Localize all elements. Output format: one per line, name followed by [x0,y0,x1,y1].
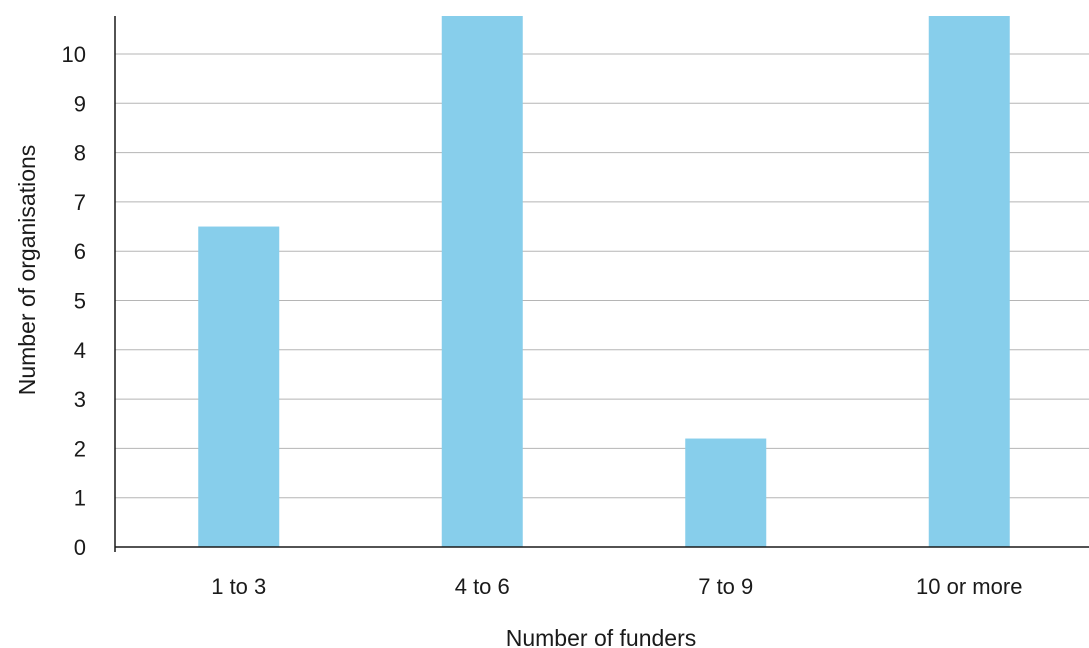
y-tick-label: 0 [74,535,86,560]
y-axis-title: Number of organisations [14,145,40,396]
y-tick-label: 3 [74,387,86,412]
y-tick-label: 1 [74,486,86,511]
y-tick-label: 8 [74,141,86,166]
y-tick-labels: 0 1 2 3 4 5 6 7 8 9 10 [62,42,86,560]
x-axis-title: Number of funders [506,625,696,648]
bar [928,16,1010,547]
y-tick-label: 2 [74,436,86,461]
bar [441,16,523,547]
axes [114,16,1089,552]
x-tick-labels: 1 to 3 4 to 6 7 to 9 10 or more [211,574,1022,599]
y-tick-label: 4 [74,338,86,363]
x-tick-label: 7 to 9 [698,574,753,599]
bars [198,16,1010,548]
x-tick-label: 4 to 6 [455,574,510,599]
y-tick-label: 7 [74,190,86,215]
y-tick-label: 9 [74,91,86,116]
bar [685,438,767,547]
bar [198,226,280,548]
y-tick-label: 10 [62,42,86,67]
y-tick-label: 6 [74,239,86,264]
y-tick-label: 5 [74,289,86,314]
x-tick-label: 10 or more [916,574,1022,599]
x-tick-label: 1 to 3 [211,574,266,599]
